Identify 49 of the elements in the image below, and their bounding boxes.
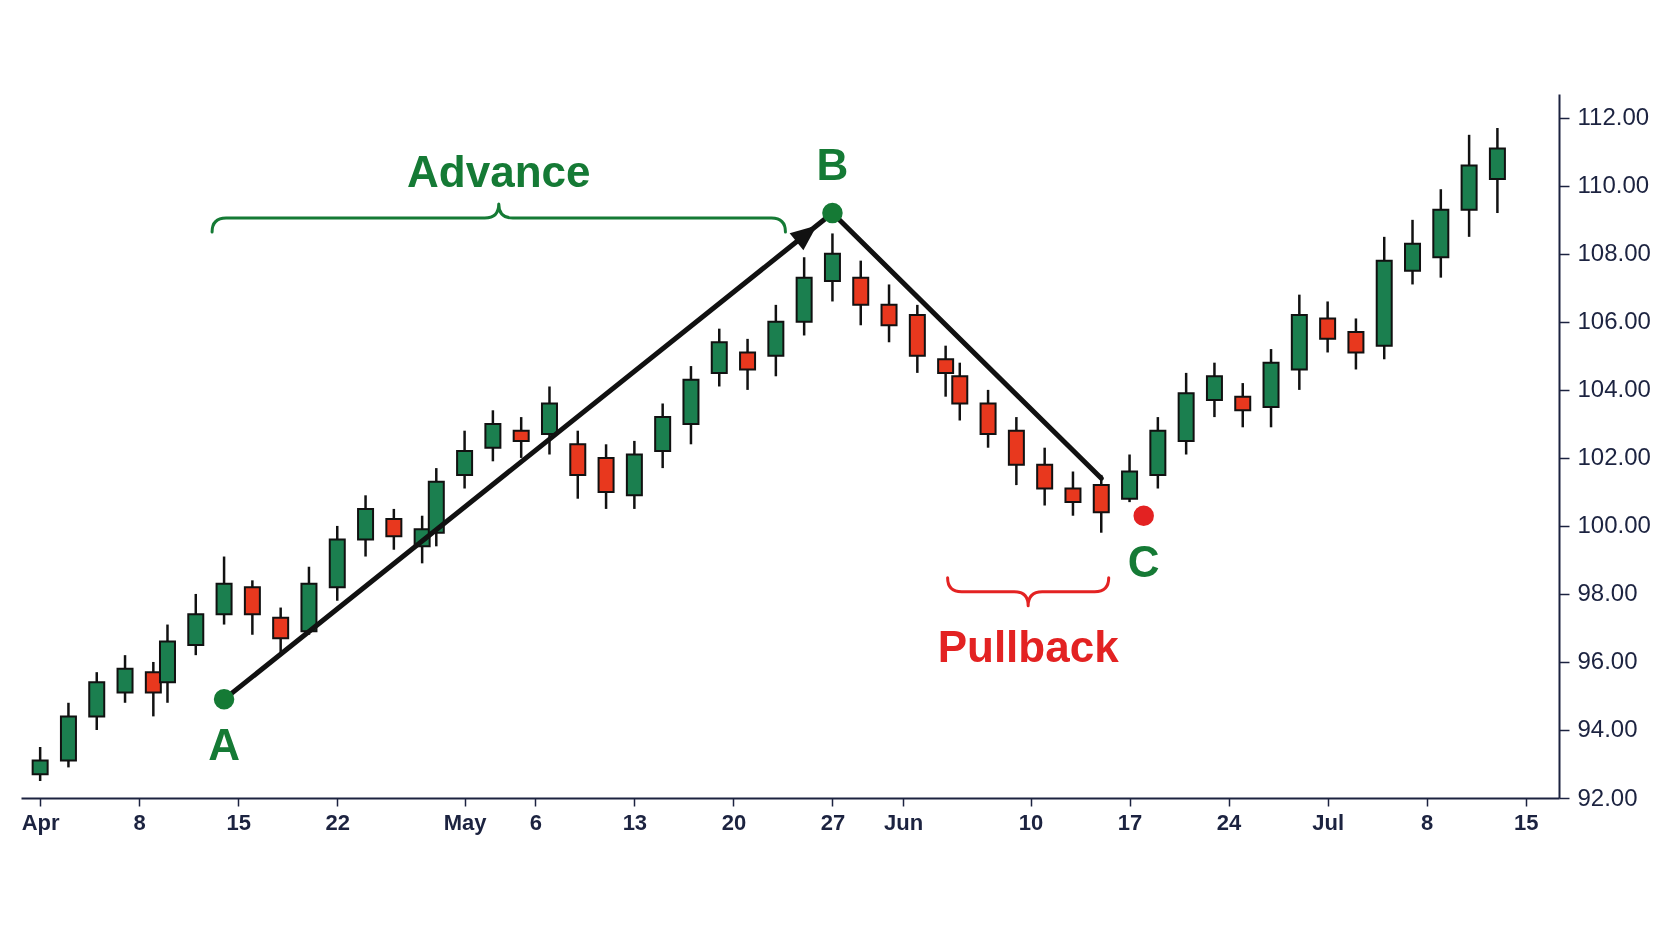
y-tick-label: 96.00 — [1577, 647, 1638, 675]
x-tick-label: May — [443, 809, 488, 835]
candlestick — [1036, 446, 1054, 507]
candlestick — [1234, 381, 1252, 429]
y-tick-label: 98.00 — [1577, 579, 1638, 607]
point — [1133, 505, 1154, 526]
y-tick-label: 112.00 — [1577, 103, 1650, 131]
y-tick-label: 104.00 — [1577, 375, 1651, 403]
annotation: A — [208, 720, 240, 770]
candlestick — [31, 745, 49, 783]
candlestick — [116, 653, 134, 705]
x-tick-label: 17 — [1117, 809, 1143, 835]
candlestick — [385, 507, 403, 551]
candlestick — [512, 415, 530, 460]
candlestick — [484, 409, 502, 463]
x-tick-label: 22 — [325, 809, 350, 835]
annotation: Advance — [407, 146, 591, 196]
candlestick — [739, 337, 757, 392]
x-tick-label: 8 — [1421, 809, 1434, 835]
x-tick-label: Jun — [884, 809, 924, 835]
annotation: B — [816, 140, 849, 190]
candlestick — [456, 429, 474, 490]
y-tick-label: 108.00 — [1577, 239, 1651, 267]
point — [822, 202, 843, 224]
candlestick — [1319, 300, 1337, 354]
x-tick-label: 15 — [226, 809, 251, 835]
candlestick — [880, 283, 898, 344]
x-tick-label: 8 — [133, 809, 146, 835]
y-tick-label: 102.00 — [1577, 443, 1651, 471]
annotation: C — [1127, 536, 1160, 586]
y-tick-label: 94.00 — [1577, 715, 1638, 743]
candlestick — [1205, 361, 1223, 419]
x-tick-label: 6 — [529, 809, 542, 835]
y-tick-label: 110.00 — [1577, 171, 1650, 199]
x-tick-label: 24 — [1216, 809, 1243, 835]
y-tick-label: 100.00 — [1577, 511, 1651, 539]
candlestick — [1347, 317, 1365, 371]
x-tick-label: 15 — [1513, 809, 1539, 835]
x-tick-label: 10 — [1018, 809, 1044, 835]
candlestick — [1064, 470, 1082, 517]
point — [213, 689, 235, 710]
x-tick-label: Apr — [21, 809, 61, 835]
x-tick-label: 27 — [820, 809, 846, 835]
y-tick-label: 106.00 — [1577, 307, 1651, 335]
x-tick-label: 20 — [721, 809, 747, 835]
x-tick-label: Jul — [1312, 809, 1345, 835]
y-tick-label: 92.00 — [1577, 783, 1638, 811]
x-tick-label: 13 — [622, 809, 648, 835]
annotation: Pullback — [937, 622, 1120, 672]
